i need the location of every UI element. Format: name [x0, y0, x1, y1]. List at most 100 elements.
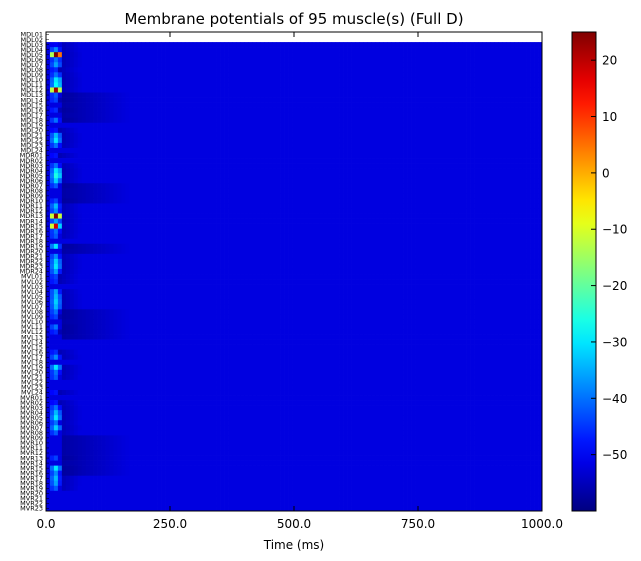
heatmap-cell [109, 193, 114, 199]
heatmap-cell [97, 127, 102, 134]
heatmap-cell [228, 62, 233, 68]
heatmap-cell [343, 147, 348, 154]
heatmap-cell [363, 82, 368, 88]
heatmap-cell [470, 57, 475, 63]
heatmap-cell [240, 163, 245, 169]
heatmap-cell [311, 173, 317, 179]
heatmap-cell [196, 218, 202, 224]
heatmap-cell [311, 198, 317, 204]
heatmap-cell [157, 92, 162, 98]
heatmap-cell [307, 188, 313, 194]
heatmap-cell [478, 193, 483, 199]
heatmap-cell [165, 168, 170, 174]
heatmap-cell [411, 228, 416, 235]
heatmap-cell [526, 122, 531, 129]
heatmap-cell [375, 168, 380, 174]
heatmap-cell [232, 147, 237, 154]
heatmap-cell [343, 67, 348, 73]
heatmap-cell [180, 188, 186, 194]
heatmap-cell [411, 102, 416, 108]
heatmap-cell [494, 147, 499, 154]
heatmap-row-mdr09 [46, 193, 543, 199]
heatmap-cell [458, 203, 463, 209]
heatmap-cell [133, 228, 138, 235]
heatmap-cell [411, 213, 416, 219]
heatmap-cell [236, 193, 241, 199]
heatmap-cell [228, 208, 233, 214]
heatmap-cell [137, 42, 142, 48]
heatmap-cell [315, 67, 321, 73]
heatmap-cell [510, 112, 515, 119]
heatmap-cell [470, 183, 475, 189]
heatmap-cell [264, 173, 269, 179]
heatmap-cell [117, 92, 122, 98]
heatmap-cell [506, 158, 511, 164]
heatmap-cell [534, 62, 539, 68]
heatmap-cell [260, 142, 265, 149]
heatmap-cell [224, 183, 229, 189]
heatmap-cell [244, 218, 249, 224]
heatmap-cell [375, 97, 380, 103]
heatmap-cell [494, 67, 499, 73]
heatmap-cell [272, 92, 277, 98]
heatmap-cell [61, 52, 67, 58]
heatmap-cell [81, 52, 87, 58]
heatmap-cell [411, 52, 416, 58]
heatmap-cell [430, 122, 436, 129]
heatmap-cell [232, 142, 237, 149]
heatmap-cell [49, 188, 55, 194]
heatmap-cell [502, 158, 507, 164]
heatmap-cell [426, 132, 432, 139]
heatmap-cell [165, 122, 170, 129]
heatmap-cell [486, 168, 491, 174]
heatmap-cell [228, 147, 233, 154]
heatmap-cell [426, 77, 432, 83]
heatmap-cell [153, 153, 158, 159]
heatmap-cell [288, 233, 293, 240]
heatmap-cell [145, 42, 150, 48]
heatmap-cell [315, 178, 321, 184]
heatmap-cell [327, 52, 333, 58]
heatmap-cell [359, 62, 364, 68]
heatmap-cell [331, 203, 337, 209]
heatmap-cell [387, 147, 392, 154]
heatmap-cell [343, 97, 348, 103]
heatmap-cell [240, 238, 245, 245]
heatmap-cell [335, 117, 340, 124]
heatmap-cell [299, 127, 305, 134]
heatmap-cell [256, 102, 261, 108]
heatmap-cell [355, 213, 360, 219]
heatmap-cell [248, 72, 253, 78]
heatmap-cell [196, 62, 202, 68]
heatmap-cell [240, 188, 245, 194]
heatmap-cell [454, 142, 460, 149]
heatmap-cell [184, 228, 190, 235]
heatmap-cell [454, 57, 460, 63]
heatmap-cell [510, 117, 515, 124]
heatmap-cell [387, 127, 392, 134]
heatmap-cell [319, 208, 325, 214]
heatmap-cell [355, 62, 360, 68]
heatmap-cell [280, 153, 285, 159]
heatmap-cell [172, 87, 178, 93]
heatmap-cell [125, 178, 130, 184]
heatmap-cell [101, 117, 106, 124]
heatmap-cell [232, 173, 237, 179]
heatmap-cell [208, 117, 214, 124]
heatmap-cell [89, 92, 94, 98]
heatmap-cell [506, 233, 511, 240]
heatmap-cell [498, 87, 503, 93]
heatmap-cell [486, 87, 491, 93]
heatmap-cell [93, 132, 98, 139]
heatmap-cell [292, 87, 297, 93]
heatmap-cell [426, 57, 432, 63]
heatmap-cell [224, 57, 229, 63]
heatmap-cell [188, 153, 194, 159]
heatmap-cell [224, 127, 229, 134]
heatmap-cell [97, 82, 102, 88]
heatmap-cell [224, 107, 229, 114]
heatmap-cell [236, 223, 241, 229]
heatmap-cell [470, 82, 475, 88]
heatmap-cell [474, 57, 479, 63]
heatmap-cell [319, 107, 325, 114]
